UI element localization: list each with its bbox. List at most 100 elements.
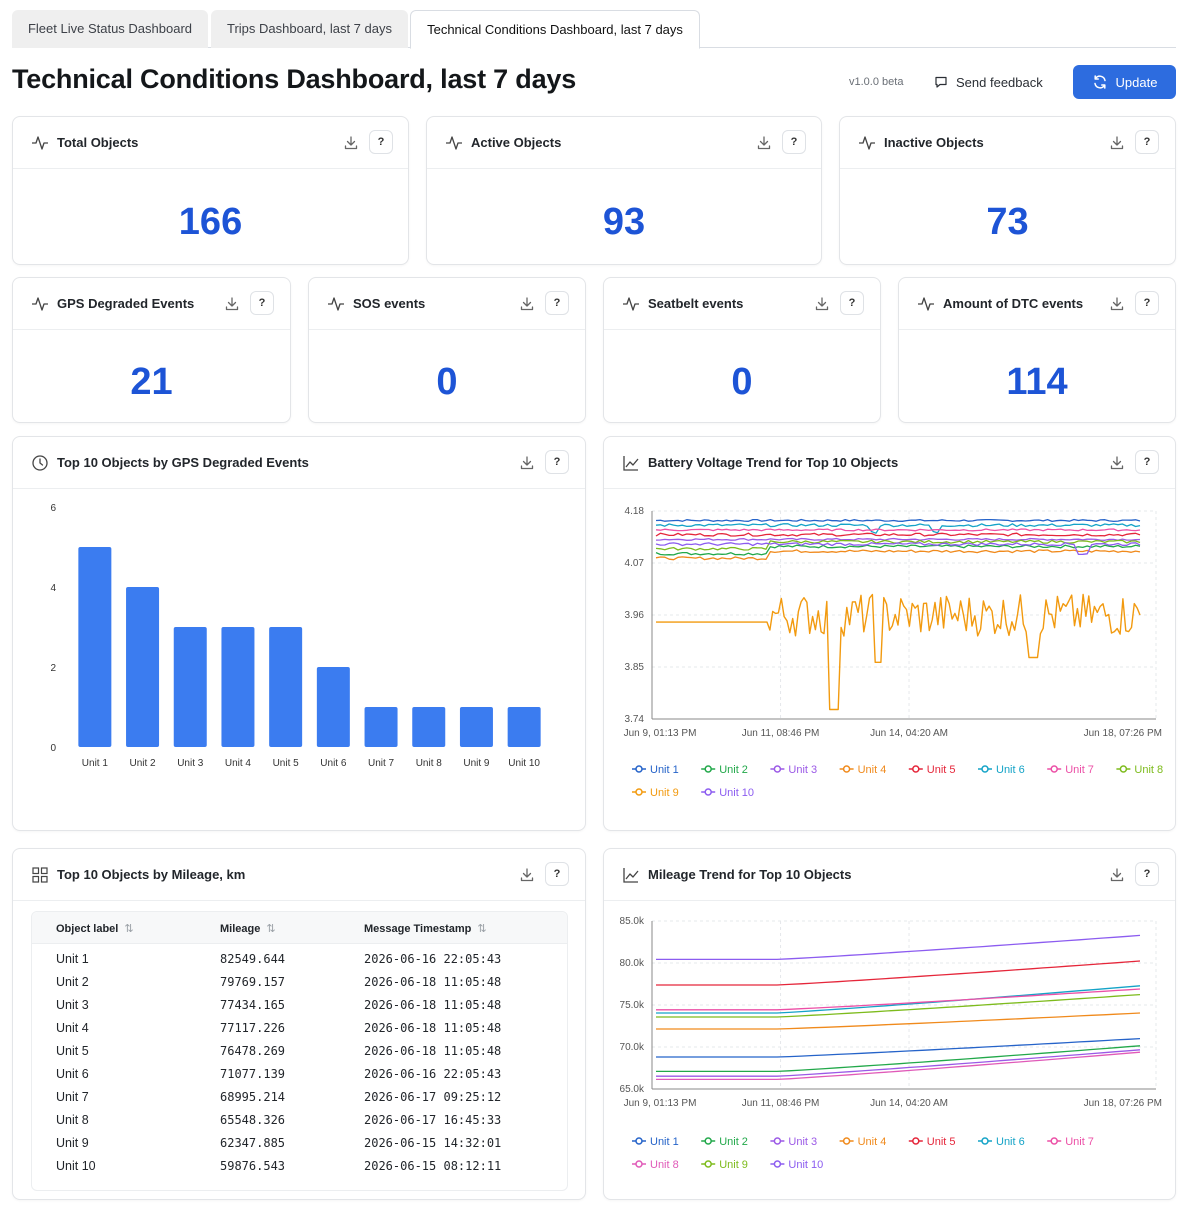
battery-voltage-line-chart: 3.74 3.85 3.96 4.07 4.18 Jun 9, 01:13 PM Jun 1… bbox=[624, 506, 1164, 799]
series-line-unit-5[interactable] bbox=[656, 960, 1141, 986]
download-icon[interactable] bbox=[814, 296, 830, 312]
series-line-unit-4[interactable] bbox=[655, 549, 1141, 561]
download-icon[interactable] bbox=[519, 296, 535, 312]
column-header-message-timestamp[interactable]: Message Timestamp ⇅ bbox=[364, 923, 487, 935]
series-line-unit-1[interactable] bbox=[656, 1037, 1141, 1058]
card-title: Top 10 Objects by GPS Degraded Events bbox=[57, 455, 309, 470]
activity-icon bbox=[918, 297, 934, 311]
legend-item-unit-8[interactable]: Unit 8 bbox=[632, 1159, 679, 1171]
download-icon[interactable] bbox=[1109, 455, 1125, 471]
help-button[interactable]: ? bbox=[1135, 862, 1159, 886]
help-button[interactable]: ? bbox=[545, 862, 569, 886]
table-row[interactable]: Unit 4 77117.226 2026-06-18 11:05:48 bbox=[32, 1017, 567, 1040]
table-row[interactable]: Unit 1 82549.644 2026-06-16 22:05:43 bbox=[32, 948, 567, 971]
legend-label: Unit 5 bbox=[927, 1136, 956, 1148]
download-icon[interactable] bbox=[224, 296, 240, 312]
series-line-unit-8[interactable] bbox=[656, 1051, 1141, 1081]
series-line-unit-6[interactable] bbox=[656, 985, 1141, 1014]
legend-item-unit-3[interactable]: Unit 3 bbox=[770, 764, 817, 776]
table-row[interactable]: Unit 7 68995.214 2026-06-17 09:25:12 bbox=[32, 1086, 567, 1109]
legend-item-unit-10[interactable]: Unit 10 bbox=[701, 787, 754, 799]
legend-item-unit-10[interactable]: Unit 10 bbox=[770, 1159, 823, 1171]
legend-item-unit-2[interactable]: Unit 2 bbox=[701, 1136, 748, 1148]
series-line-unit-4[interactable] bbox=[656, 1012, 1141, 1030]
legend-label: Unit 7 bbox=[1065, 764, 1094, 776]
tab-fleet-live-status[interactable]: Fleet Live Status Dashboard bbox=[12, 10, 208, 48]
column-header-mileage[interactable]: Mileage ⇅ bbox=[220, 923, 276, 935]
card-title: Total Objects bbox=[57, 135, 139, 150]
series-line-unit-3[interactable] bbox=[655, 537, 1141, 541]
series-line-unit-9[interactable] bbox=[656, 593, 1141, 711]
bar-unit-4[interactable] bbox=[221, 627, 255, 747]
bar-unit-10[interactable] bbox=[507, 707, 541, 747]
legend-item-unit-6[interactable]: Unit 6 bbox=[978, 1136, 1025, 1148]
legend-item-unit-3[interactable]: Unit 3 bbox=[770, 1136, 817, 1148]
table-row[interactable]: Unit 2 79769.157 2026-06-18 11:05:48 bbox=[32, 971, 567, 994]
legend-item-unit-8[interactable]: Unit 8 bbox=[1116, 764, 1163, 776]
legend-item-unit-4[interactable]: Unit 4 bbox=[839, 1136, 887, 1148]
bar-unit-1[interactable] bbox=[78, 547, 112, 747]
help-button[interactable]: ? bbox=[840, 291, 864, 315]
bar-unit-3[interactable] bbox=[173, 627, 207, 747]
help-button[interactable]: ? bbox=[1135, 450, 1159, 474]
table-row[interactable]: Unit 6 71077.139 2026-06-16 22:05:43 bbox=[32, 1063, 567, 1086]
bar-unit-5[interactable] bbox=[269, 627, 303, 747]
series-line-unit-10[interactable] bbox=[656, 934, 1141, 961]
download-icon[interactable] bbox=[1109, 135, 1125, 151]
help-button[interactable]: ? bbox=[250, 291, 274, 315]
legend-item-unit-9[interactable]: Unit 9 bbox=[701, 1159, 748, 1171]
series-line-unit-2[interactable] bbox=[655, 544, 1141, 556]
table-row[interactable]: Unit 5 76478.269 2026-06-18 11:05:48 bbox=[32, 1040, 567, 1063]
series-line-unit-3[interactable] bbox=[656, 1049, 1141, 1077]
legend-item-unit-7[interactable]: Unit 7 bbox=[1047, 764, 1094, 776]
legend-item-unit-7[interactable]: Unit 7 bbox=[1047, 1136, 1094, 1148]
legend-item-unit-9[interactable]: Unit 9 bbox=[632, 787, 679, 799]
tab-technical-conditions[interactable]: Technical Conditions Dashboard, last 7 d… bbox=[410, 10, 700, 49]
help-button[interactable]: ? bbox=[782, 130, 806, 154]
legend-item-unit-5[interactable]: Unit 5 bbox=[908, 1136, 956, 1148]
legend-item-unit-4[interactable]: Unit 4 bbox=[839, 764, 887, 776]
y-tick-label: 6 bbox=[50, 503, 56, 514]
update-button[interactable]: Update bbox=[1073, 65, 1176, 99]
download-icon[interactable] bbox=[519, 455, 535, 471]
series-line-unit-1[interactable] bbox=[655, 518, 1141, 523]
series-line-unit-6[interactable] bbox=[655, 523, 1141, 534]
bar-unit-9[interactable] bbox=[459, 707, 493, 747]
help-button[interactable]: ? bbox=[545, 291, 569, 315]
column-header-object-label[interactable]: Object label ⇅ bbox=[56, 923, 134, 935]
table-row[interactable]: Unit 10 59876.543 2026-06-15 08:12:11 bbox=[32, 1155, 567, 1178]
series-line-unit-7[interactable] bbox=[655, 528, 1141, 532]
card-title: SOS events bbox=[353, 296, 426, 311]
download-icon[interactable] bbox=[1109, 867, 1125, 883]
legend-item-unit-6[interactable]: Unit 6 bbox=[978, 764, 1025, 776]
legend-item-unit-2[interactable]: Unit 2 bbox=[701, 764, 748, 776]
download-icon[interactable] bbox=[1109, 296, 1125, 312]
download-icon[interactable] bbox=[756, 135, 772, 151]
help-button[interactable]: ? bbox=[1135, 291, 1159, 315]
x-tick-label: Jun 11, 08:46 PM bbox=[742, 728, 820, 739]
download-icon[interactable] bbox=[519, 867, 535, 883]
series-line-unit-9[interactable] bbox=[656, 993, 1141, 1018]
bar-unit-7[interactable] bbox=[364, 707, 398, 747]
bar-unit-6[interactable] bbox=[316, 667, 350, 747]
send-feedback-button[interactable]: Send feedback bbox=[934, 72, 1043, 92]
legend-item-unit-1[interactable]: Unit 1 bbox=[632, 764, 679, 776]
help-button[interactable]: ? bbox=[1135, 130, 1159, 154]
series-line-unit-5[interactable] bbox=[655, 532, 1141, 537]
table-row[interactable]: Unit 9 62347.885 2026-06-15 14:32:01 bbox=[32, 1132, 567, 1155]
legend-marker bbox=[704, 1137, 712, 1145]
tab-trips-dashboard[interactable]: Trips Dashboard, last 7 days bbox=[211, 10, 408, 48]
series-line-unit-7[interactable] bbox=[656, 988, 1141, 1011]
table-row[interactable]: Unit 8 65548.326 2026-06-17 16:45:33 bbox=[32, 1109, 567, 1132]
legend-item-unit-5[interactable]: Unit 5 bbox=[908, 764, 956, 776]
help-button[interactable]: ? bbox=[369, 130, 393, 154]
download-icon[interactable] bbox=[343, 135, 359, 151]
series-line-unit-10[interactable] bbox=[655, 542, 1141, 556]
table-row[interactable]: Unit 3 77434.165 2026-06-18 11:05:48 bbox=[32, 994, 567, 1017]
help-button[interactable]: ? bbox=[545, 450, 569, 474]
series-line-unit-2[interactable] bbox=[656, 1045, 1141, 1073]
legend-marker bbox=[635, 1160, 643, 1168]
bar-unit-8[interactable] bbox=[412, 707, 446, 747]
bar-unit-2[interactable] bbox=[126, 587, 160, 747]
legend-item-unit-1[interactable]: Unit 1 bbox=[632, 1136, 679, 1148]
